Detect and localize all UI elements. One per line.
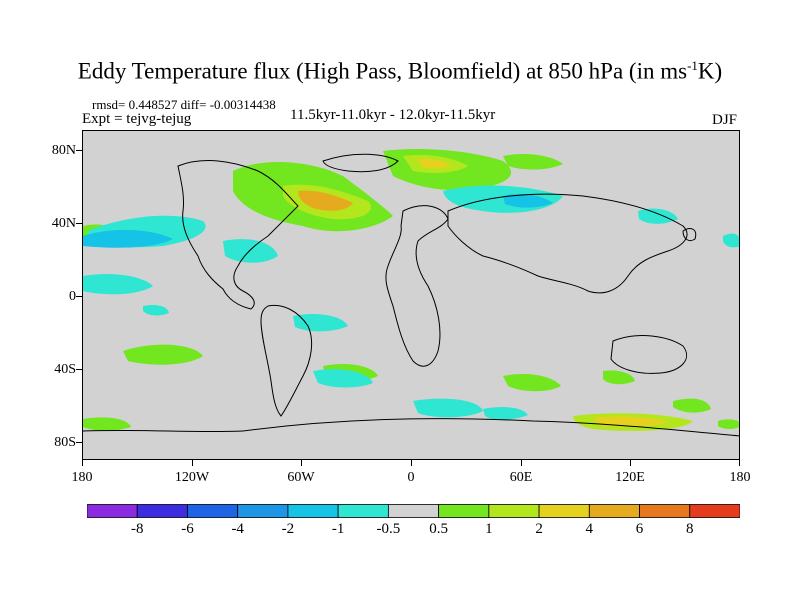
- lon-label-120w: 120W: [174, 470, 210, 485]
- lat-label-40n: 40N: [51, 216, 76, 231]
- experiment-line: Expt = tejvg-tejug: [82, 111, 192, 127]
- colorbar-label: -0.5: [376, 521, 401, 537]
- coastlines: [83, 153, 739, 437]
- colorbar-label: -6: [181, 521, 194, 537]
- colorbar-cell: [387, 504, 440, 518]
- lat-label-40s: 40S: [54, 362, 76, 377]
- map-title: Eddy Temperature flux (High Pass, Bloomf…: [0, 58, 800, 85]
- colorbar-label: -2: [281, 521, 295, 537]
- lat-tick: [76, 442, 82, 443]
- colorbar-label: 0.5: [429, 521, 448, 537]
- lat-tick: [76, 296, 82, 297]
- period-line: 11.5kyr-11.0kyr - 12.0kyr-11.5kyr: [290, 107, 496, 123]
- colorbar-label: 1: [485, 521, 493, 537]
- colorbar-cell: [87, 504, 138, 518]
- colorbar: [87, 504, 740, 518]
- colorbar-label: -1: [331, 521, 345, 537]
- colorbar-label: 8: [686, 521, 694, 537]
- colorbar-cell: [438, 504, 490, 518]
- colorbar-cell: [588, 504, 640, 518]
- lon-tick: [192, 460, 193, 466]
- colorbar-cell: [639, 504, 691, 518]
- lat-label-0: 0: [69, 289, 76, 304]
- colorbar-label: 4: [585, 521, 594, 537]
- lon-tick: [521, 460, 522, 466]
- lon-label-120e: 120E: [615, 470, 645, 485]
- lon-tick: [739, 460, 740, 466]
- colorbar-cell: [287, 504, 339, 518]
- lon-tick: [82, 460, 83, 466]
- lat-tick: [76, 223, 82, 224]
- colorbar-cell: [337, 504, 389, 518]
- colorbar-cell: [689, 504, 740, 518]
- season-label: DJF: [712, 112, 738, 128]
- colorbar-label: 2: [535, 521, 543, 537]
- map-title-text: Eddy Temperature flux (High Pass, Bloomf…: [77, 58, 688, 84]
- lon-label-60e: 60E: [509, 470, 533, 485]
- lon-tick: [630, 460, 631, 466]
- stats-line: rmsd= 0.448527 diff= -0.00314438: [92, 97, 276, 112]
- colorbar-cell: [538, 504, 590, 518]
- colorbar-label: -4: [231, 521, 244, 537]
- lat-tick: [76, 150, 82, 151]
- lon-label-180e: 180: [729, 470, 751, 485]
- lat-label-80s: 80S: [54, 435, 76, 450]
- colorbar-label: -8: [130, 521, 144, 537]
- lon-label-180w: 180: [71, 470, 93, 485]
- map-field: [83, 149, 739, 437]
- colorbar-cell: [488, 504, 540, 518]
- positive-flux-regions: [83, 149, 739, 431]
- lon-label-60w: 60W: [287, 470, 315, 485]
- colorbar-cell: [237, 504, 289, 518]
- lon-tick: [411, 460, 412, 466]
- lat-label-80n: 80N: [51, 143, 76, 158]
- colorbar-cell: [136, 504, 188, 518]
- map-title-superscript: -1: [687, 58, 698, 73]
- colorbar-label: 6: [635, 521, 644, 537]
- map-panel: [82, 130, 740, 460]
- negative-flux-regions: [83, 185, 739, 420]
- map-title-end: K): [697, 58, 723, 84]
- lon-label-0: 0: [407, 470, 415, 485]
- lon-tick: [301, 460, 302, 466]
- lat-tick: [76, 369, 82, 370]
- colorbar-cell: [187, 504, 239, 518]
